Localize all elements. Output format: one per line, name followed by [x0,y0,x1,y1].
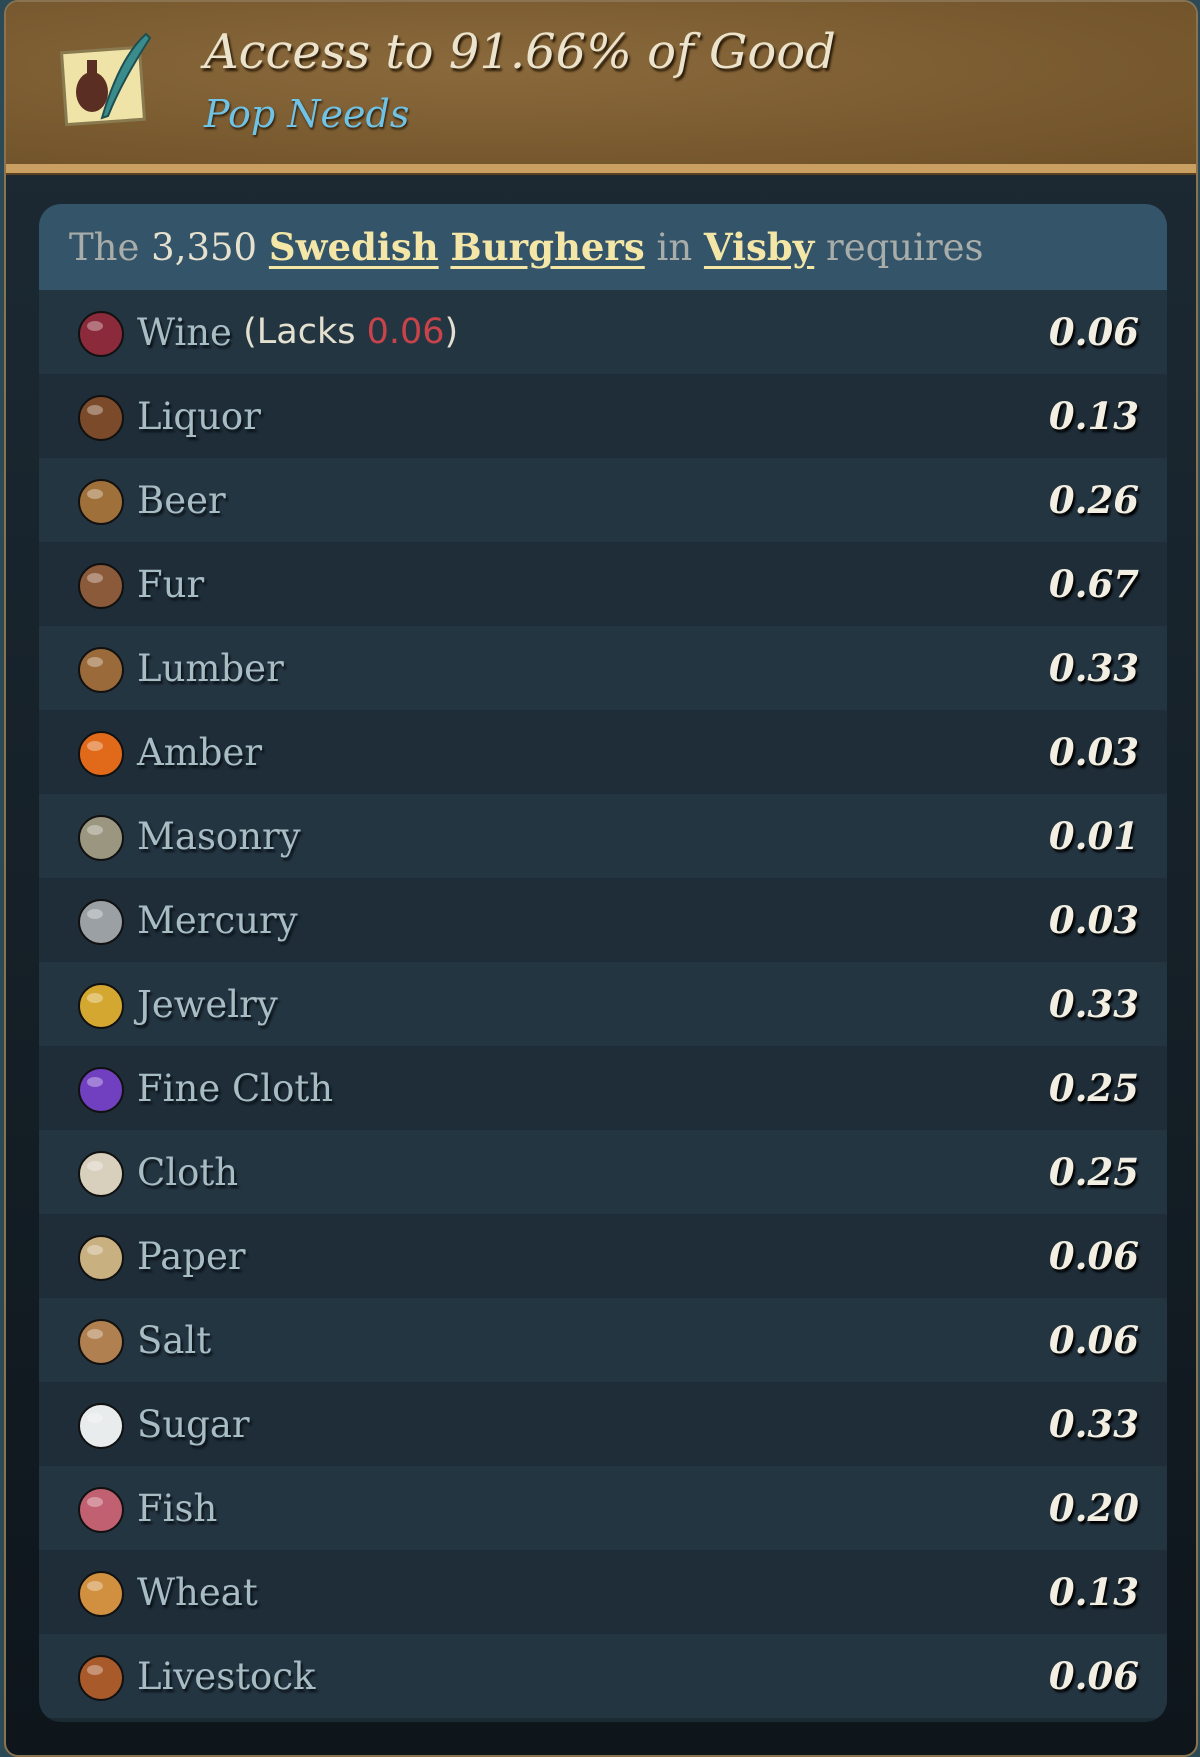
amber-icon [78,731,124,777]
good-value: 0.25 [1048,1150,1139,1194]
good-name: Wine [137,310,232,354]
pop-needs-quill-icon [59,32,152,127]
good-value: 0.13 [1048,1570,1139,1614]
good-name: Cloth [137,1150,239,1194]
good-value: 0.26 [1048,478,1139,522]
fur-icon [78,563,124,609]
good-value: 0.33 [1048,1402,1139,1446]
good-row[interactable]: Fine Cloth 0.25 [39,1046,1167,1130]
good-name: Paper [137,1234,246,1278]
lacks-close: ) [444,312,459,352]
good-value: 0.06 [1048,1318,1139,1362]
good-value: 0.03 [1048,730,1139,774]
beer-icon [78,479,124,525]
goods-list: Wine (Lacks 0.06) 0.06 Liquor 0.13 Beer 0.2… [39,290,1167,1718]
good-value: 0.20 [1048,1486,1139,1530]
sugar-icon [78,1403,124,1449]
masonry-icon [78,815,124,861]
fish-icon [78,1487,124,1533]
good-name: Jewelry [137,982,278,1026]
tooltip-frame: Access to 91.66% of Good Pop Needs The 3… [4,0,1198,1757]
cloth-icon [78,1151,124,1197]
good-value: 0.01 [1048,814,1139,858]
good-row[interactable]: Liquor 0.13 [39,374,1167,458]
good-value: 0.33 [1048,646,1139,690]
good-row[interactable]: Mercury 0.03 [39,878,1167,962]
good-name: Beer [137,478,226,522]
location-link[interactable]: Visby [703,225,815,269]
tooltip-title: Access to 91.66% of Good [204,24,836,80]
header-divider [6,164,1196,175]
wine-icon [78,311,124,357]
good-value: 0.06 [1048,310,1139,354]
good-row[interactable]: Cloth 0.25 [39,1130,1167,1214]
good-value: 0.25 [1048,1066,1139,1110]
paper-icon [78,1235,124,1281]
good-value: 0.13 [1048,394,1139,438]
culture-link[interactable]: Swedish [268,225,439,269]
good-name: Salt [137,1318,212,1362]
good-row[interactable]: Livestock 0.06 [39,1634,1167,1718]
good-row[interactable]: Beer 0.26 [39,458,1167,542]
good-row[interactable]: Wine (Lacks 0.06) 0.06 [39,290,1167,374]
mercury-icon [78,899,124,945]
fine-cloth-icon [78,1067,124,1113]
lacks-value: 0.06 [366,312,445,352]
salt-icon [78,1319,124,1365]
good-name: Masonry [137,814,301,858]
good-row[interactable]: Lumber 0.33 [39,626,1167,710]
good-name: Fine Cloth [137,1066,334,1110]
good-row[interactable]: Paper 0.06 [39,1214,1167,1298]
good-value: 0.03 [1048,898,1139,942]
requirement-line: The 3,350 Swedish Burghers in Visby requ… [39,204,1167,290]
needs-panel: The 3,350 Swedish Burghers in Visby requ… [39,204,1167,1722]
good-name: Amber [137,730,263,774]
good-value: 0.33 [1048,982,1139,1026]
good-name: Wheat [137,1570,258,1614]
good-row[interactable]: Fur 0.67 [39,542,1167,626]
good-row[interactable]: Jewelry 0.33 [39,962,1167,1046]
lacks-note: (Lacks 0.06) [232,312,458,352]
lacks-label: (Lacks [243,312,367,352]
lumber-icon [78,647,124,693]
good-name: Fur [137,562,205,606]
good-row[interactable]: Masonry 0.01 [39,794,1167,878]
good-name: Fish [137,1486,218,1530]
pop-count: 3,350 [151,225,258,269]
good-name: Mercury [137,898,298,942]
good-name: Sugar [137,1402,250,1446]
pop-type-link[interactable]: Burghers [450,225,645,269]
livestock-icon [78,1655,124,1701]
tooltip-header: Access to 91.66% of Good Pop Needs [6,2,1196,164]
liquor-icon [78,395,124,441]
good-row[interactable]: Salt 0.06 [39,1298,1167,1382]
wheat-icon [78,1571,124,1617]
good-name: Liquor [137,394,261,438]
requirement-prefix: The [69,225,152,269]
good-name: Lumber [137,646,284,690]
requirement-in: in [644,225,704,269]
good-value: 0.06 [1048,1654,1139,1698]
good-row[interactable]: Fish 0.20 [39,1466,1167,1550]
good-name: Livestock [137,1654,316,1698]
good-value: 0.67 [1048,562,1139,606]
good-row[interactable]: Sugar 0.33 [39,1382,1167,1466]
good-value: 0.06 [1048,1234,1139,1278]
requirement-suffix: requires [814,225,984,269]
tooltip-subtitle: Pop Needs [204,92,410,136]
good-row[interactable]: Amber 0.03 [39,710,1167,794]
jewelry-icon [78,983,124,1029]
good-row[interactable]: Wheat 0.13 [39,1550,1167,1634]
